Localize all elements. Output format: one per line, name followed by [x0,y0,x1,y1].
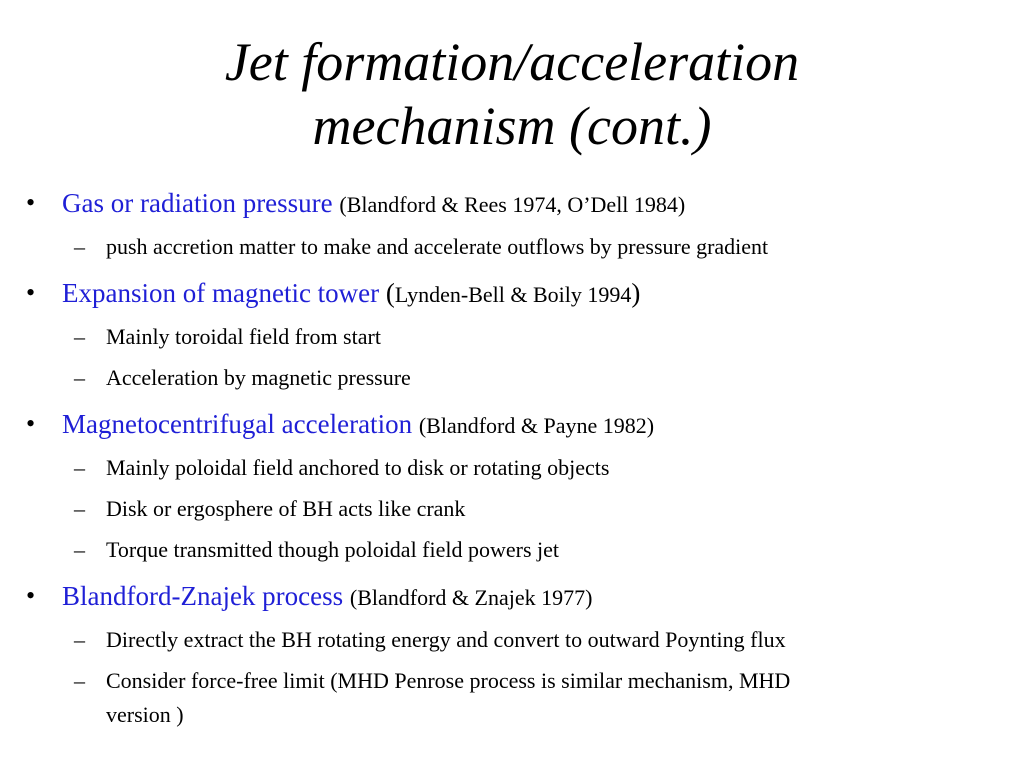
bullet-item-magnetocentrifugal: Magnetocentrifugal acceleration (Blandfo… [62,409,654,441]
bullet-topic: Gas or radiation pressure [62,188,333,218]
bullet-reference-open-paren: ( [385,278,395,308]
slide-title-line-2: mechanism (cont.) [312,96,712,156]
bullet-item-gas-radiation-pressure: Gas or radiation pressure (Blandford & R… [62,188,685,220]
bullet-marker: • [26,188,36,217]
sub-bullet-item: Directly extract the BH rotating energy … [106,627,786,652]
sub-bullet-marker: – [74,627,85,652]
sub-bullet-marker: – [74,234,85,259]
sub-bullet-item: Disk or ergosphere of BH acts like crank [106,496,466,521]
bullet-marker: • [26,278,36,307]
bullet-topic: Expansion of magnetic tower [62,278,380,308]
bullet-reference-close-paren: ) [631,278,641,308]
sub-bullet-marker: – [74,668,85,693]
bullet-topic: Magnetocentrifugal acceleration [62,409,413,439]
slide-title-line-1: Jet formation/acceleration [224,32,800,92]
bullet-reference: Lynden-Bell & Boily 1994 [394,282,632,307]
sub-bullet-item: Acceleration by magnetic pressure [106,365,411,390]
bullet-item-blandford-znajek: Blandford-Znajek process (Blandford & Zn… [62,581,592,613]
bullet-topic: Blandford-Znajek process [62,581,344,611]
sub-bullet-item: push accretion matter to make and accele… [106,234,769,259]
sub-bullet-marker: – [74,324,85,349]
sub-bullet-item: Torque transmitted though poloidal field… [106,537,560,562]
sub-bullet-marker: – [74,496,85,521]
slide-title: Jet formation/acceleration mechanism (co… [0,30,1024,158]
sub-bullet-item: Mainly toroidal field from start [106,324,381,349]
sub-bullet-item: Consider force-free limit (MHD Penrose p… [106,668,791,693]
bullet-marker: • [26,581,36,610]
bullet-reference: (Blandford & Rees 1974, O’Dell 1984) [339,192,686,217]
bullet-marker: • [26,409,36,438]
bullet-item-magnetic-tower: Expansion of magnetic tower (Lynden-Bell… [62,278,640,310]
sub-bullet-item: Mainly poloidal field anchored to disk o… [106,455,610,480]
sub-bullet-marker: – [74,537,85,562]
sub-bullet-item-continuation: version ) [106,702,184,727]
bullet-reference: (Blandford & Znajek 1977) [349,585,593,610]
sub-bullet-marker: – [74,455,85,480]
bullet-reference: (Blandford & Payne 1982) [418,413,655,438]
sub-bullet-marker: – [74,365,85,390]
